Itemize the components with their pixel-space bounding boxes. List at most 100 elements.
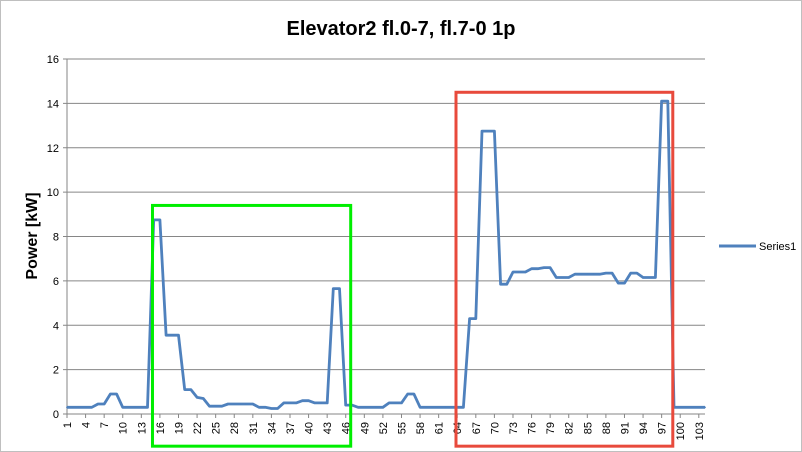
x-tick-label: 19 bbox=[173, 422, 185, 434]
series-layer bbox=[66, 99, 706, 410]
y-tick-label: 10 bbox=[47, 187, 59, 199]
data-point bbox=[629, 272, 632, 275]
data-point bbox=[189, 388, 192, 391]
data-point bbox=[474, 317, 477, 320]
x-tick-label: 34 bbox=[266, 422, 278, 434]
data-point bbox=[518, 271, 521, 273]
data-point bbox=[499, 283, 502, 286]
x-tick-label: 82 bbox=[564, 422, 576, 434]
data-point bbox=[666, 100, 669, 103]
data-point bbox=[450, 406, 452, 409]
y-tick-label: 4 bbox=[53, 320, 59, 332]
data-point bbox=[103, 403, 106, 405]
data-point bbox=[109, 393, 112, 395]
data-point bbox=[648, 276, 651, 279]
x-tick-label: 97 bbox=[657, 422, 669, 434]
data-point bbox=[320, 402, 322, 404]
legend-label: Series1 bbox=[759, 241, 796, 253]
chart-title: Elevator2 fl.0-7, fl.7-0 1p bbox=[287, 18, 516, 40]
data-point bbox=[512, 271, 514, 273]
data-point bbox=[357, 406, 360, 409]
x-tick-label: 100 bbox=[675, 422, 687, 440]
x-tick-label: 43 bbox=[322, 422, 334, 434]
data-point bbox=[394, 402, 397, 404]
data-point bbox=[251, 403, 254, 405]
x-tick-label: 28 bbox=[229, 422, 241, 434]
data-point bbox=[443, 406, 446, 409]
data-point bbox=[536, 267, 539, 270]
data-point bbox=[642, 276, 644, 279]
x-tick-label: 40 bbox=[304, 422, 316, 434]
data-point bbox=[289, 402, 291, 404]
data-point bbox=[524, 271, 527, 273]
y-tick-label: 12 bbox=[47, 143, 59, 155]
data-point bbox=[338, 287, 341, 290]
y-tick-label: 2 bbox=[53, 365, 59, 377]
highlight-layer bbox=[150, 90, 675, 448]
x-tick-label: 103 bbox=[694, 422, 706, 440]
data-point bbox=[121, 406, 124, 409]
data-point bbox=[196, 396, 198, 399]
data-point bbox=[555, 276, 558, 279]
data-point bbox=[697, 406, 700, 409]
data-point bbox=[388, 402, 390, 404]
data-point bbox=[580, 273, 583, 276]
data-point bbox=[481, 130, 483, 133]
data-point bbox=[245, 403, 248, 405]
x-tick-label: 73 bbox=[508, 422, 520, 434]
x-tick-label: 76 bbox=[527, 422, 539, 434]
x-tick-label: 10 bbox=[118, 422, 130, 434]
data-point bbox=[202, 397, 205, 400]
x-tick-label: 37 bbox=[285, 422, 297, 434]
data-point bbox=[487, 130, 490, 133]
data-point bbox=[78, 406, 81, 409]
data-point bbox=[313, 402, 316, 404]
x-tick-label: 1 bbox=[62, 422, 74, 428]
data-point bbox=[301, 399, 304, 402]
data-point bbox=[84, 406, 87, 409]
data-point bbox=[567, 276, 570, 279]
data-point bbox=[72, 406, 75, 409]
data-point bbox=[617, 282, 620, 284]
legend: Series1 bbox=[719, 241, 796, 253]
y-tick-label: 6 bbox=[53, 276, 59, 288]
data-point bbox=[543, 266, 545, 269]
data-point bbox=[468, 317, 471, 320]
data-point bbox=[295, 402, 298, 404]
x-tick-label: 85 bbox=[582, 422, 594, 434]
data-point bbox=[493, 130, 496, 133]
data-point bbox=[505, 283, 508, 286]
data-point bbox=[146, 406, 149, 409]
data-point bbox=[369, 406, 372, 409]
series-line bbox=[67, 99, 705, 410]
data-point bbox=[258, 406, 260, 409]
data-point bbox=[233, 403, 236, 405]
data-point bbox=[276, 407, 279, 410]
data-point bbox=[239, 403, 242, 405]
y-tick-label: 0 bbox=[53, 409, 59, 421]
data-point bbox=[412, 393, 415, 395]
data-point bbox=[326, 402, 329, 404]
data-point bbox=[592, 273, 595, 276]
data-point bbox=[679, 406, 682, 409]
data-point bbox=[363, 406, 366, 409]
x-tick-label: 67 bbox=[471, 422, 483, 434]
data-point bbox=[549, 266, 552, 269]
data-point bbox=[574, 273, 576, 276]
x-tick-label: 91 bbox=[619, 422, 631, 434]
data-point bbox=[140, 406, 143, 409]
x-tick-label: 64 bbox=[452, 422, 464, 434]
data-point bbox=[344, 404, 347, 407]
x-tick-label: 55 bbox=[396, 422, 408, 434]
y-tick-label: 14 bbox=[47, 98, 59, 110]
data-point bbox=[208, 405, 211, 408]
data-point bbox=[704, 406, 706, 409]
x-tick-label: 49 bbox=[359, 422, 371, 434]
x-tick-label: 58 bbox=[415, 422, 427, 434]
data-point bbox=[660, 100, 663, 103]
data-point bbox=[611, 272, 613, 275]
x-tick-label: 4 bbox=[81, 422, 93, 428]
